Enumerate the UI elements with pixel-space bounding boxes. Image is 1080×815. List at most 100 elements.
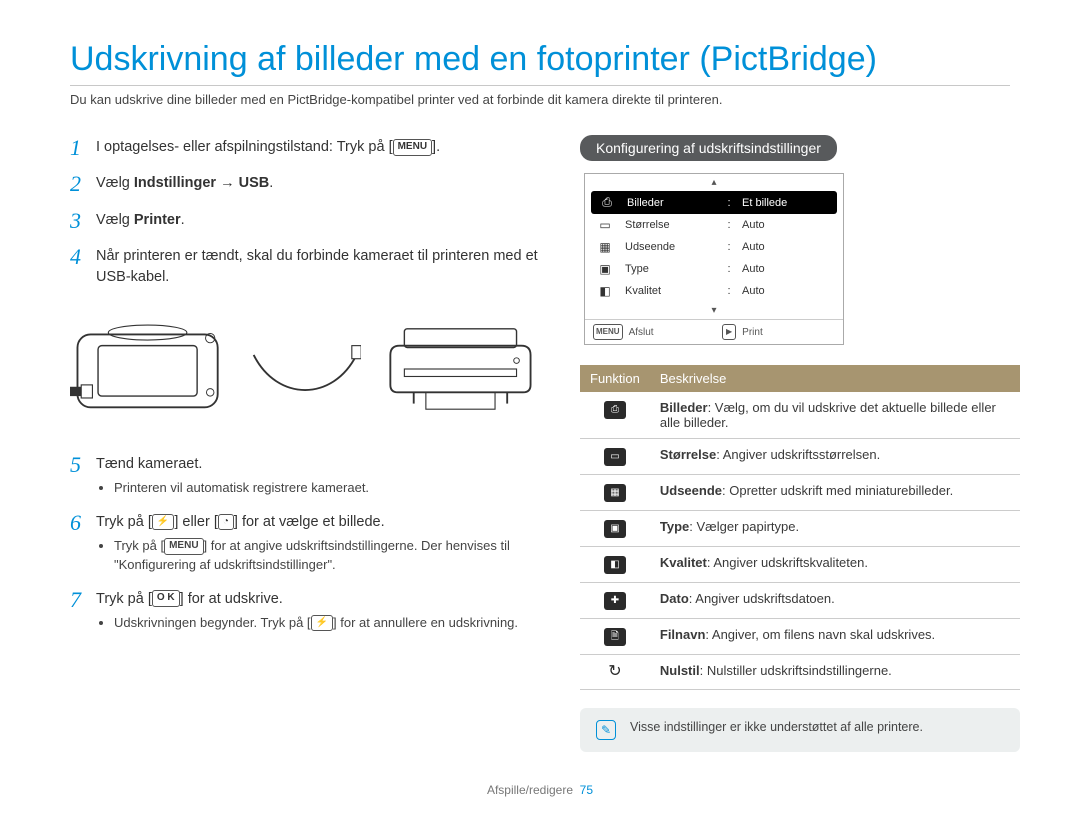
lcd-type-icon: ▣ [595, 262, 615, 276]
page-title: Udskrivning af billeder med en fotoprint… [70, 40, 1020, 79]
fn-type-icon: ▣ [604, 520, 626, 538]
step-7-bullet: Udskrivningen begynder. Tryk på [⚡] for … [114, 614, 518, 633]
th-funktion: Funktion [580, 365, 650, 392]
right-column: Konfigurering af udskriftsindstillinger … [580, 135, 1020, 752]
step-2-dot: . [269, 175, 273, 191]
step-6-b1a: Tryk på [ [114, 538, 164, 553]
footer-section: Afspille/redigere [487, 783, 573, 797]
connection-diagram [70, 304, 540, 434]
settings-header: Konfigurering af udskriftsindstillinger [580, 135, 837, 161]
printer-icon [381, 314, 540, 424]
camera-icon [70, 314, 229, 424]
r8-label: Nulstil [660, 663, 700, 678]
r7-desc: : Angiver, om filens navn skal udskrives… [705, 627, 935, 642]
fn-storrelse-icon: ▭ [604, 448, 626, 466]
r3-desc: : Opretter udskrift med miniaturebillede… [722, 483, 953, 498]
step-3-dot: . [181, 212, 185, 228]
note-badge-icon: ✎ [596, 720, 616, 740]
th-beskrivelse: Beskrivelse [650, 365, 1020, 392]
step-2-arrow: → [216, 175, 239, 191]
step-5: 5 Tænd kameraet. Printeren vil automatis… [70, 452, 540, 500]
lcd-arrow-up: ▴ [585, 174, 843, 191]
subtitle: Du kan udskrive dine billeder med en Pic… [70, 92, 1020, 107]
lcd-quality-icon: ◧ [595, 284, 615, 298]
step-6-bullet: Tryk på [MENU] for at angive udskriftsin… [114, 537, 540, 575]
lcd-r5-val: Auto [742, 285, 833, 297]
lcd-layout-icon: ▦ [595, 240, 615, 254]
table-row: ◧Kvalitet: Angiver udskriftskvaliteten. [580, 547, 1020, 583]
step-5-number: 5 [70, 452, 96, 500]
step-7-a: Tryk på [ [96, 591, 152, 607]
lcd-foot-print: ▶ Print [714, 320, 843, 344]
timer-icon: ◔ [218, 514, 234, 530]
fn-filnavn-icon: 🗎 [604, 628, 626, 646]
page-footer: Afspille/redigere 75 [0, 783, 1080, 797]
fn-nulstil-icon: ↻ [604, 663, 626, 681]
lcd-r5-label: Kvalitet [625, 285, 716, 297]
step-6-b: ] eller [ [174, 514, 218, 530]
menu-mini-icon: MENU [593, 324, 623, 340]
r2-label: Størrelse [660, 447, 716, 462]
lcd-r4-label: Type [625, 263, 716, 275]
step-2-number: 2 [70, 171, 96, 197]
ok-button-icon: O K [152, 590, 180, 607]
flash-icon-2: ⚡ [311, 615, 333, 631]
step-7-b1b: ] for at annullere en udskrivning. [333, 615, 518, 630]
step-7: 7 Tryk på [O K] for at udskrive. Udskriv… [70, 587, 540, 635]
step-2: 2 Vælg Indstillinger → USB. [70, 171, 540, 197]
lcd-r2-val: Auto [742, 219, 833, 231]
fn-kvalitet-icon: ◧ [604, 556, 626, 574]
step-7-number: 7 [70, 587, 96, 635]
r6-desc: : Angiver udskriftsdatoen. [689, 591, 835, 606]
lcd-foot2-label: Print [742, 327, 763, 338]
play-mini-icon: ▶ [722, 324, 736, 340]
step-6-c: ] for at vælge et billede. [234, 514, 385, 530]
r7-label: Filnavn [660, 627, 706, 642]
lcd-screen: ▴ ⎙ Billeder : Et billede ▭ Størrelse : … [584, 173, 844, 345]
note-box: ✎ Visse indstillinger er ikke understøtt… [580, 708, 1020, 752]
step-3: 3 Vælg Printer. [70, 208, 540, 234]
step-1-text-b: ]. [432, 139, 440, 155]
flash-icon: ⚡ [152, 514, 174, 530]
lcd-size-icon: ▭ [595, 218, 615, 232]
r6-label: Dato [660, 591, 689, 606]
lcd-r3-val: Auto [742, 241, 833, 253]
r4-desc: : Vælger papirtype. [689, 519, 799, 534]
table-row: ↻ Nulstil: Nulstiller udskriftsindstillin… [580, 655, 1020, 690]
table-row: ▣Type: Vælger papirtype. [580, 511, 1020, 547]
usb-cable-icon [249, 324, 361, 414]
fn-udseende-icon: ▦ [604, 484, 626, 502]
step-1: 1 I optagelses- eller afspilningstilstan… [70, 135, 540, 161]
step-1-number: 1 [70, 135, 96, 161]
step-4: 4 Når printeren er tændt, skal du forbin… [70, 244, 540, 288]
lcd-arrow-down: ▾ [585, 302, 843, 319]
step-4-number: 4 [70, 244, 96, 288]
lcd-row-type: ▣ Type : Auto [585, 258, 843, 280]
fn-dato-icon: ✚ [604, 592, 626, 610]
r2-desc: : Angiver udskriftsstørrelsen. [716, 447, 880, 462]
fn-billeder-icon: ⎙ [604, 401, 626, 419]
table-row: ⎙Billeder: Vælg, om du vil udskrive det … [580, 392, 1020, 439]
title-rule [70, 85, 1010, 86]
table-row: ✚ Dato: Angiver udskriftsdatoen. [580, 583, 1020, 619]
lcd-r3-label: Udseende [625, 241, 716, 253]
step-2-text: Vælg [96, 175, 134, 191]
lcd-image-icon: ⎙ [597, 195, 617, 210]
table-row: ▭ Størrelse: Angiver udskriftsstørrelsen. [580, 439, 1020, 475]
step-2-bold-1: Indstillinger [134, 175, 216, 191]
lcd-foot1-label: Afslut [629, 327, 654, 338]
step-4-text: Når printeren er tændt, skal du forbinde… [96, 244, 540, 288]
table-row: 🗎 Filnavn: Angiver, om filens navn skal u… [580, 619, 1020, 655]
r1-label: Billeder [660, 400, 708, 415]
function-table: Funktion Beskrivelse ⎙Billeder: Vælg, om… [580, 365, 1020, 690]
r3-label: Udseende [660, 483, 722, 498]
step-6: 6 Tryk på [⚡] eller [◔] for at vælge et … [70, 510, 540, 577]
footer-page: 75 [580, 783, 593, 797]
lcd-foot-exit: MENU Afslut [585, 320, 714, 344]
r8-desc: : Nulstiller udskriftsindstillingerne. [700, 663, 892, 678]
step-7-b1a: Udskrivningen begynder. Tryk på [ [114, 615, 311, 630]
step-3-number: 3 [70, 208, 96, 234]
step-1-text-a: I optagelses- eller afspilningstilstand:… [96, 139, 393, 155]
lcd-r2-label: Størrelse [625, 219, 716, 231]
step-3-bold: Printer [134, 212, 181, 228]
